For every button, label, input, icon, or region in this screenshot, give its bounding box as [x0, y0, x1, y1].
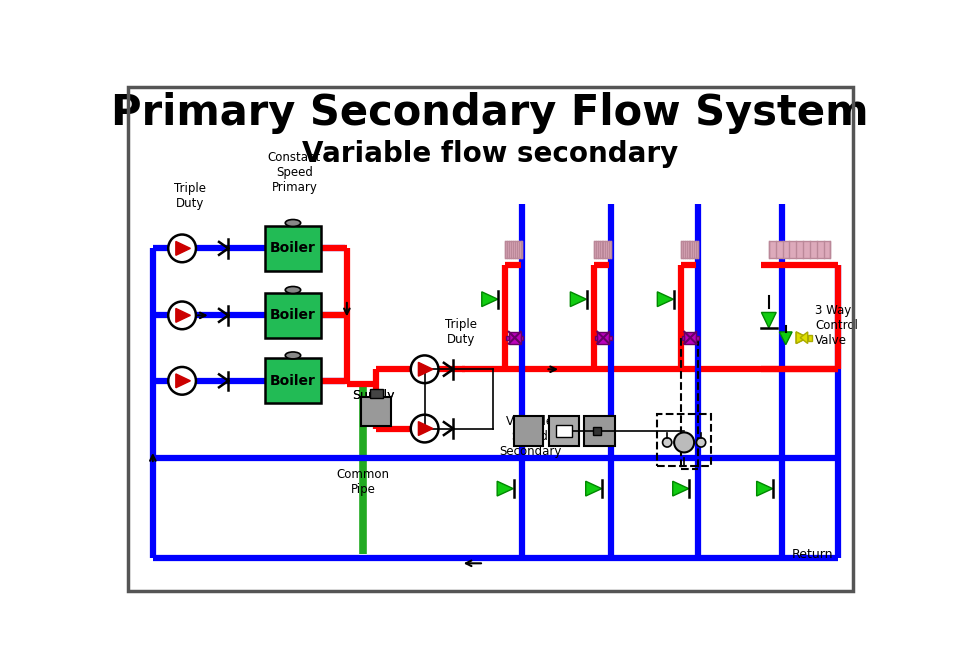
Bar — [369, 389, 383, 398]
Circle shape — [697, 437, 705, 447]
Polygon shape — [779, 332, 792, 345]
Polygon shape — [176, 242, 190, 255]
Bar — [594, 242, 611, 258]
Bar — [697, 336, 699, 340]
Text: Variable
Speed
Secondary: Variable Speed Secondary — [499, 415, 562, 458]
Circle shape — [674, 432, 694, 452]
Circle shape — [168, 301, 196, 329]
Bar — [505, 242, 523, 258]
Text: Primary Secondary Flow System: Primary Secondary Flow System — [111, 92, 869, 134]
Circle shape — [411, 415, 438, 442]
Text: Return: Return — [792, 548, 834, 560]
Bar — [682, 336, 684, 340]
Polygon shape — [570, 292, 587, 307]
Bar — [808, 335, 812, 341]
Text: 3 Way
Control
Valve: 3 Way Control Valve — [815, 304, 857, 347]
Bar — [768, 242, 831, 258]
Bar — [521, 336, 523, 340]
Polygon shape — [481, 292, 498, 307]
Text: Constant
Speed
Primary: Constant Speed Primary — [268, 152, 322, 195]
Bar — [362, 397, 390, 426]
Text: Boiler: Boiler — [270, 242, 316, 256]
Bar — [681, 242, 698, 258]
Circle shape — [168, 235, 196, 262]
Text: Triple
Duty: Triple Duty — [445, 318, 477, 346]
Text: Supply: Supply — [352, 389, 395, 401]
Bar — [514, 416, 544, 446]
Bar — [595, 336, 597, 340]
Polygon shape — [176, 374, 190, 388]
Text: Boiler: Boiler — [270, 374, 316, 388]
Bar — [610, 336, 612, 340]
Circle shape — [168, 367, 196, 395]
Bar — [597, 331, 610, 344]
Polygon shape — [796, 332, 808, 344]
Polygon shape — [762, 313, 776, 328]
Circle shape — [662, 437, 672, 447]
Text: Variable flow secondary: Variable flow secondary — [302, 140, 679, 168]
Bar — [593, 427, 601, 435]
Polygon shape — [796, 332, 808, 344]
Ellipse shape — [285, 287, 300, 293]
Polygon shape — [800, 332, 808, 344]
Text: Triple
Duty: Triple Duty — [174, 182, 206, 210]
Circle shape — [411, 356, 438, 383]
Polygon shape — [586, 481, 602, 496]
Text: Boiler: Boiler — [270, 309, 316, 322]
Ellipse shape — [285, 219, 300, 226]
Polygon shape — [657, 292, 674, 307]
Ellipse shape — [285, 352, 300, 359]
Bar — [657, 414, 711, 466]
Bar — [265, 226, 321, 270]
Polygon shape — [673, 481, 689, 496]
Bar — [684, 331, 696, 344]
Bar — [506, 336, 509, 340]
Text: Supply: Supply — [352, 389, 395, 401]
Text: Common
Pipe: Common Pipe — [337, 468, 389, 497]
Bar — [584, 416, 614, 446]
Bar — [265, 358, 321, 403]
Polygon shape — [176, 309, 190, 322]
Bar — [265, 293, 321, 338]
Polygon shape — [418, 362, 433, 376]
Bar — [509, 331, 521, 344]
Bar — [549, 416, 579, 446]
Polygon shape — [418, 421, 433, 435]
Polygon shape — [757, 481, 772, 496]
Bar — [556, 425, 571, 437]
Polygon shape — [498, 481, 513, 496]
